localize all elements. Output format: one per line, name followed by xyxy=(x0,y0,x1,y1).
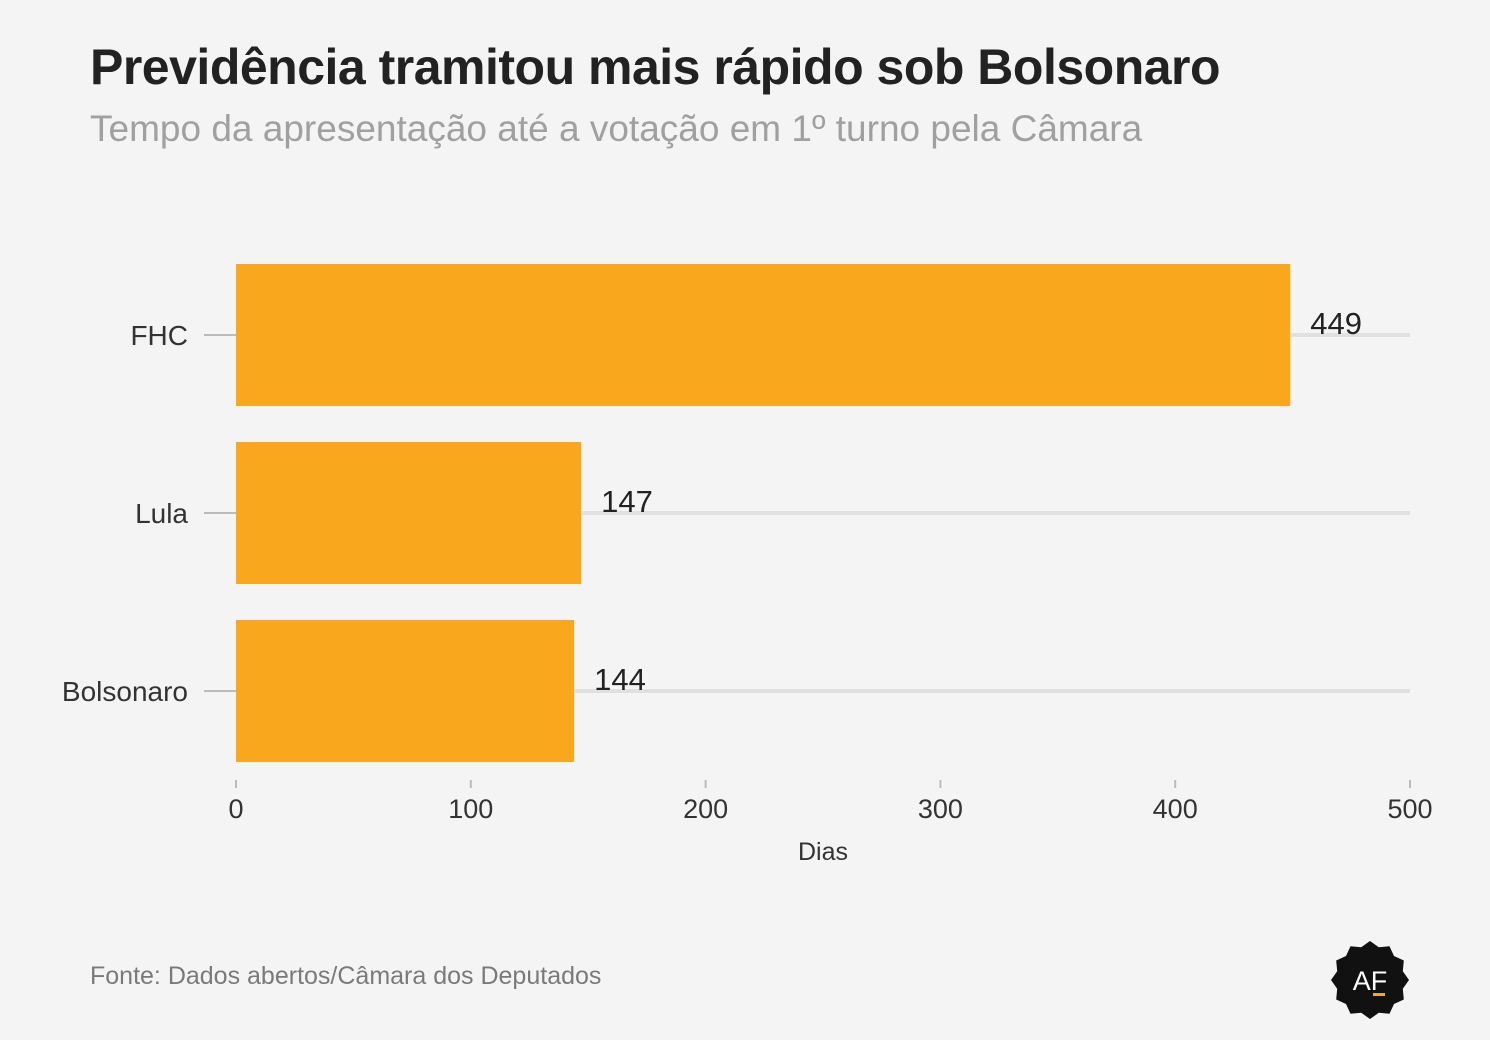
y-tick-label: Lula xyxy=(135,498,188,529)
logo-accent xyxy=(1373,993,1385,996)
chart-subtitle: Tempo da apresentação até a votação em 1… xyxy=(90,108,1143,149)
x-tick-label: 100 xyxy=(448,794,493,824)
chart-title: Previdência tramitou mais rápido sob Bol… xyxy=(90,39,1221,95)
af-logo: AF xyxy=(1331,941,1409,1019)
source-note: Fonte: Dados abertos/Câmara dos Deputado… xyxy=(90,962,602,990)
data-label: 147 xyxy=(601,484,653,519)
x-tick-label: 500 xyxy=(1387,794,1432,824)
x-tick-label: 300 xyxy=(918,794,963,824)
logo-badge xyxy=(1331,941,1409,1019)
bar xyxy=(236,442,582,584)
y-tick-label: Bolsonaro xyxy=(62,676,188,707)
bar xyxy=(236,620,575,762)
bar-chart: FHC 449 Lula 147 Bolsonaro 144 0 100 200 300 400 50… xyxy=(62,264,1433,866)
x-tick-label: 400 xyxy=(1153,794,1198,824)
data-label: 144 xyxy=(594,662,646,697)
x-tick-label: 200 xyxy=(683,794,728,824)
bar xyxy=(236,264,1291,406)
data-label: 449 xyxy=(1310,306,1362,341)
logo-text: AF xyxy=(1353,966,1388,996)
y-tick-label: FHC xyxy=(130,320,188,351)
x-tick-label: 0 xyxy=(228,794,243,824)
x-axis-label: Dias xyxy=(798,838,848,866)
